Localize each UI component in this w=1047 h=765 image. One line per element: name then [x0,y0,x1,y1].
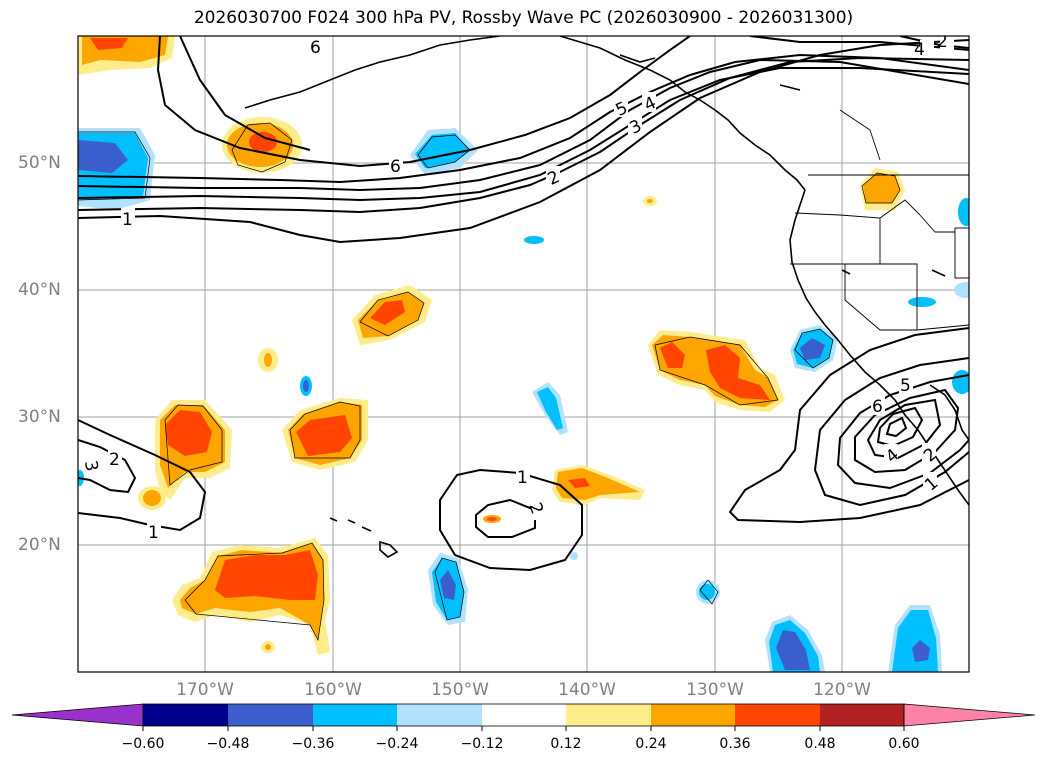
anomaly-nw-positive [78,36,175,75]
lon-label: 160°W [304,680,362,700]
colorbar-label: −0.24 [375,736,419,752]
colorbar-label: −0.12 [460,736,504,752]
anomaly-150w-17n [428,553,468,625]
colorbar-ticks [142,726,905,731]
anomaly-142w-31n [532,382,568,435]
anomaly-outlines [78,122,901,642]
colorbar-bin [228,704,313,726]
colorbar-bin [482,704,566,726]
lon-label: 150°W [431,680,489,700]
anomaly-143w-44n [524,236,544,244]
colorbar-label: −0.48 [206,736,250,752]
anomaly-111w-40n [954,282,969,298]
lon-label: 170°W [176,680,234,700]
anomaly-west-negative [78,128,155,210]
contour-1-se [728,327,969,524]
contour-label: 6 [310,38,321,58]
colorbar [11,703,1036,731]
colorbar-bin [820,704,904,726]
contour-5-jet [78,53,969,184]
chart-title: 2026030700 F024 300 hPa PV, Rossby Wave … [193,8,854,28]
contour-4-se [854,388,960,474]
contour-label: 2 [937,32,948,52]
contour-label: 3 [80,459,102,473]
colorbar-label: 0.60 [888,736,920,752]
coastlines [244,36,969,558]
colorbar-extend-right [903,703,1036,727]
contour-labels: 6 5 4 3 2 1 1 2 3 2 6 5 4 2 [80,32,954,543]
colorbar-label: 0.48 [804,736,836,752]
political-borders [790,109,969,331]
lat-label: 20°N [18,535,61,555]
colorbar-label: −0.60 [121,736,165,752]
colorbar-bin [313,704,397,726]
contour-2-closed [475,498,536,538]
lat-label: 50°N [18,153,61,173]
contour-2-west [78,439,137,494]
contour-6-jet [156,36,691,168]
lon-label: 120°W [813,680,871,700]
anomaly-165w-18n [172,538,330,655]
contour-3-jet [78,67,969,202]
anomaly-125w-12n [765,615,825,672]
anomaly-160w-28n [282,398,368,470]
contour-1-west [78,419,207,532]
colorbar-bin [397,704,482,726]
anomaly-116w-13n [888,605,942,672]
contour-label: 6 [872,397,883,417]
colorbar-bin [143,704,228,726]
anomaly-157w-38n [352,285,432,345]
lat-label: 40°N [18,280,61,300]
anomaly-130w-35n [648,330,785,412]
contour-label: 4 [914,40,925,60]
contour-label: 6 [390,157,401,177]
lon-label: 140°W [558,680,616,700]
anomaly-111w-45n [958,198,969,226]
colorbar-label: 0.36 [719,736,751,752]
map-frame [77,35,970,673]
contour-7-se [885,416,908,438]
colorbar-extend-left [11,703,144,727]
anomaly-141w-19n [570,552,578,560]
colorbar-bin [735,704,820,726]
anomaly-140w-24n [552,465,645,505]
colorbar-bin [566,704,651,726]
colorbar-frame [142,703,905,727]
anomaly-113w-38n [908,297,936,307]
anomaly-170w-29n [155,400,232,500]
lon-label: 130°W [686,680,744,700]
colorbar-label: 0.12 [550,736,582,752]
colorbar-label: −0.36 [291,736,335,752]
colorbar-bin [651,704,735,726]
contour-label: 1 [148,523,159,543]
contour-2-se [813,357,969,507]
contour-label: 5 [900,376,911,396]
gridlines [78,36,969,672]
contour-label: 1 [517,468,528,488]
contour-label: 2 [109,450,120,470]
colorbar-label: 0.24 [635,736,667,752]
contour-4-jet [78,58,969,192]
contour-5-se [866,398,942,460]
contour-label: 1 [122,210,133,230]
lat-label: 30°N [18,407,61,427]
